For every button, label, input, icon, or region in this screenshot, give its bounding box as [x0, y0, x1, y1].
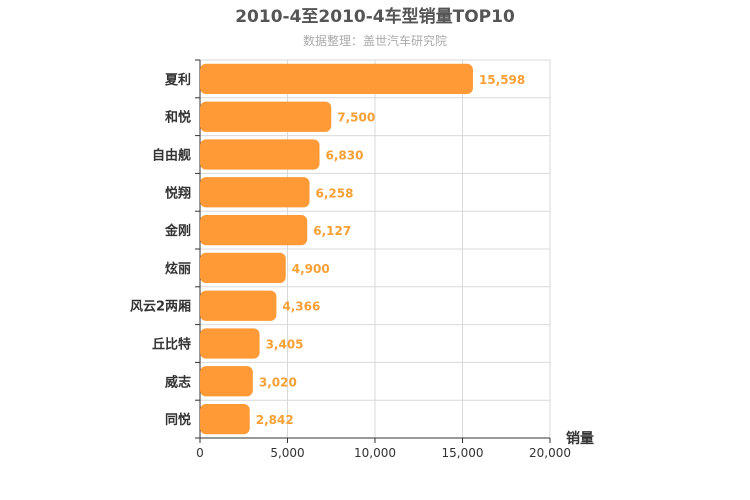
data-label: 6,127	[313, 224, 351, 238]
x-axis-title: 销量	[566, 430, 594, 447]
category-label: 自由舰	[152, 148, 191, 164]
category-label: 悦翔	[165, 185, 191, 201]
category-label: 威志	[165, 374, 191, 390]
bar	[200, 290, 277, 321]
bar	[200, 366, 253, 397]
x-tick-label: 5,000	[270, 446, 304, 460]
x-tick-label: 0	[196, 446, 204, 460]
bar	[200, 214, 308, 246]
data-label: 15,598	[479, 73, 525, 87]
bar	[200, 101, 332, 132]
data-label: 6,258	[316, 186, 354, 200]
data-label: 2,842	[256, 413, 294, 427]
bar	[200, 177, 310, 208]
category-label: 夏利	[164, 72, 191, 88]
bar	[200, 139, 320, 170]
x-tick-label: 15,000	[442, 446, 484, 460]
bar	[200, 328, 260, 359]
category-label: 和悦	[165, 110, 191, 126]
labels: 0 5,000 10,000 15,000 20,000 夏利 15,598 和悦 7,500 自…	[130, 72, 571, 460]
data-label: 4,900	[292, 262, 330, 276]
category-label: 风云2两厢	[130, 300, 191, 315]
chart-title: 2010-4至2010-4车型销量TOP10	[235, 6, 515, 27]
data-label: 7,500	[337, 111, 375, 125]
bar	[200, 403, 250, 435]
category-label: 丘比特	[152, 337, 191, 353]
category-label: 同悦	[165, 412, 191, 428]
bars	[200, 63, 473, 435]
x-tick-label: 20,000	[529, 446, 571, 460]
x-tick-label: 10,000	[354, 446, 396, 460]
category-label: 金刚	[164, 223, 191, 239]
data-label: 6,830	[326, 149, 364, 163]
category-label: 炫丽	[165, 261, 191, 277]
data-label: 3,020	[259, 375, 297, 389]
bar	[200, 63, 473, 95]
bar	[200, 252, 286, 284]
data-label: 3,405	[266, 338, 304, 352]
data-label: 4,366	[282, 300, 320, 314]
chart-subtitle: 数据整理：盖世汽车研究院	[303, 33, 447, 48]
